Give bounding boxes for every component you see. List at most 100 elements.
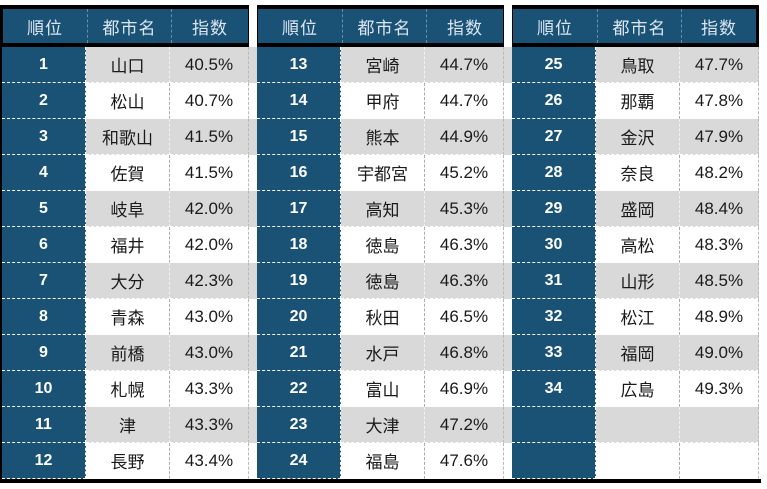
cell-city: 水戸 — [341, 335, 425, 371]
table-header-row: 順位 都市名 指数 — [2, 5, 249, 47]
group-spacer-cell — [249, 263, 257, 299]
group-spacer-cell — [504, 407, 512, 443]
group-spacer-cell — [249, 155, 257, 191]
table-group-body: 13 宮崎 44.7% 14 甲府 44.7% 15 熊本 44.9% 16 宇… — [257, 47, 504, 479]
cell-rank: 19 — [257, 263, 341, 299]
table-row: 1 山口 40.5% — [2, 47, 249, 83]
cell-city: 松江 — [596, 299, 680, 335]
cell-index: 43.3% — [170, 371, 249, 407]
cell-rank: 31 — [512, 263, 596, 299]
group-spacer-header — [249, 5, 257, 47]
group-spacer-cell — [504, 443, 512, 479]
cell-city: 広島 — [596, 371, 680, 407]
table-row: 12 長野 43.4% — [2, 443, 249, 479]
group-spacer-cell — [504, 227, 512, 263]
table-row: 23 大津 47.2% — [257, 407, 504, 443]
cell-rank: 9 — [2, 335, 86, 371]
cell-index: 43.0% — [170, 335, 249, 371]
cell-rank: 13 — [257, 47, 341, 83]
cell-index: 47.9% — [680, 119, 759, 155]
cell-rank: 5 — [2, 191, 86, 227]
cell-rank: 28 — [512, 155, 596, 191]
cell-index: 44.9% — [425, 119, 504, 155]
table-group-body: 25 鳥取 47.7% 26 那覇 47.8% 27 金沢 47.9% 28 奈… — [512, 47, 759, 479]
cell-index: 43.0% — [170, 299, 249, 335]
cell-city: 岐阜 — [86, 191, 170, 227]
cell-city: 大分 — [86, 263, 170, 299]
cell-city: 富山 — [341, 371, 425, 407]
cell-city: 青森 — [86, 299, 170, 335]
cell-city: 徳島 — [341, 263, 425, 299]
group-spacer-header — [504, 5, 512, 47]
table-row: 22 富山 46.9% — [257, 371, 504, 407]
cell-city: 高知 — [341, 191, 425, 227]
column-header-index: 指数 — [171, 9, 248, 43]
cell-city — [596, 443, 680, 479]
cell-city: 高松 — [596, 227, 680, 263]
cell-index: 48.5% — [680, 263, 759, 299]
cell-rank: 18 — [257, 227, 341, 263]
cell-city: 福井 — [86, 227, 170, 263]
cell-index: 48.9% — [680, 299, 759, 335]
cell-city: 佐賀 — [86, 155, 170, 191]
column-header-rank: 順位 — [27, 18, 63, 38]
cell-city: 大津 — [341, 407, 425, 443]
cell-city: 盛岡 — [596, 191, 680, 227]
table-row: 14 甲府 44.7% — [257, 83, 504, 119]
cell-rank: 21 — [257, 335, 341, 371]
cell-index: 46.3% — [425, 227, 504, 263]
group-spacer-cell — [249, 371, 257, 407]
group-spacer-cell — [504, 371, 512, 407]
group-spacer-cell — [249, 83, 257, 119]
cell-rank — [512, 407, 596, 443]
table-row: 15 熊本 44.9% — [257, 119, 504, 155]
group-spacer-cell — [249, 299, 257, 335]
group-spacer-cell — [504, 83, 512, 119]
cell-city: 秋田 — [341, 299, 425, 335]
cell-rank: 11 — [2, 407, 86, 443]
cell-rank: 8 — [2, 299, 86, 335]
cell-index: 41.5% — [170, 119, 249, 155]
cell-city: 山形 — [596, 263, 680, 299]
group-spacer — [504, 5, 512, 479]
group-spacer-cell — [249, 227, 257, 263]
ranking-table: 順位 都市名 指数 1 山口 40.5% 2 松山 40.7% 3 和歌山 41… — [0, 5, 761, 483]
cell-rank: 6 — [2, 227, 86, 263]
column-header-rank: 順位 — [282, 18, 318, 38]
table-row: 10 札幌 43.3% — [2, 371, 249, 407]
cell-city: 徳島 — [341, 227, 425, 263]
table-bottom-border — [2, 479, 761, 483]
cell-city: 那覇 — [596, 83, 680, 119]
cell-city: 津 — [86, 407, 170, 443]
table-row — [512, 443, 759, 479]
table-row: 20 秋田 46.5% — [257, 299, 504, 335]
table-row: 33 福岡 49.0% — [512, 335, 759, 371]
group-spacer-cell — [504, 263, 512, 299]
cell-rank: 20 — [257, 299, 341, 335]
cell-rank — [512, 443, 596, 479]
cell-index: 48.4% — [680, 191, 759, 227]
cell-index: 42.0% — [170, 191, 249, 227]
cell-rank: 2 — [2, 83, 86, 119]
table-row: 3 和歌山 41.5% — [2, 119, 249, 155]
cell-index: 40.5% — [170, 47, 249, 83]
group-spacer-cell — [249, 47, 257, 83]
cell-city — [596, 407, 680, 443]
cell-index: 42.0% — [170, 227, 249, 263]
table-row: 34 広島 49.3% — [512, 371, 759, 407]
cell-index: 41.5% — [170, 155, 249, 191]
group-spacer-cell — [504, 47, 512, 83]
table-row: 24 福島 47.6% — [257, 443, 504, 479]
table-row: 25 鳥取 47.7% — [512, 47, 759, 83]
table-row: 13 宮崎 44.7% — [257, 47, 504, 83]
table-row: 8 青森 43.0% — [2, 299, 249, 335]
cell-rank: 4 — [2, 155, 86, 191]
cell-rank: 30 — [512, 227, 596, 263]
cell-index — [680, 443, 759, 479]
table-row: 4 佐賀 41.5% — [2, 155, 249, 191]
table-row: 17 高知 45.3% — [257, 191, 504, 227]
cell-index: 46.9% — [425, 371, 504, 407]
cell-city: 山口 — [86, 47, 170, 83]
cell-city: 宮崎 — [341, 47, 425, 83]
table-row: 5 岐阜 42.0% — [2, 191, 249, 227]
